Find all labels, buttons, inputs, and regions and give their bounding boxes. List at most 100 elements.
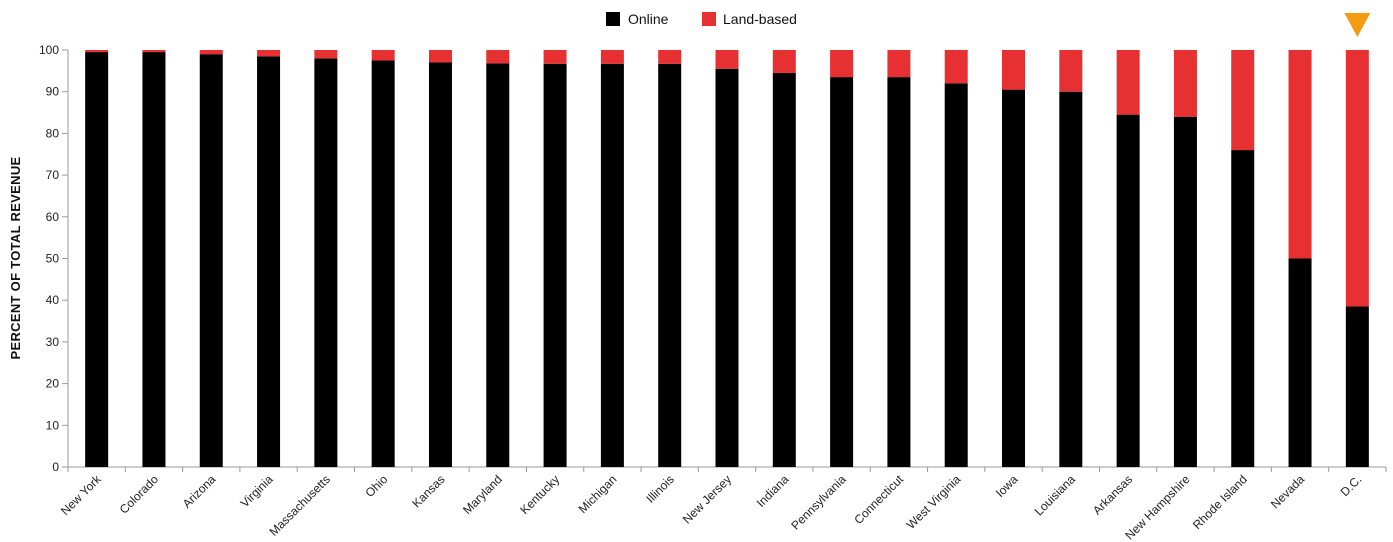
annotations xyxy=(1344,13,1371,37)
y-axis: 0 10 20 30 40 50 60 70 80 90 100 xyxy=(39,43,69,474)
y-axis-label: PERCENT OF TOTAL REVENUE xyxy=(8,157,23,360)
y-tick-label: 100 xyxy=(39,43,59,57)
bar-online xyxy=(944,83,968,468)
x-tick-label: New Jersey xyxy=(680,472,734,526)
y-tick-label: 10 xyxy=(46,418,60,432)
x-tick-label: Virginia xyxy=(238,472,276,510)
x-tick-label: Ohio xyxy=(362,472,390,500)
bar-stack xyxy=(830,50,854,467)
bar-land-based xyxy=(1345,50,1369,307)
bar-stack xyxy=(142,50,166,468)
bar-online xyxy=(1173,116,1197,467)
bar-land-based xyxy=(1059,50,1083,92)
bar-stack xyxy=(1059,50,1083,467)
bar-stack xyxy=(1345,50,1369,467)
bar-stack xyxy=(944,50,968,468)
bar-land-based xyxy=(1116,50,1140,115)
bar-land-based xyxy=(314,50,338,59)
bar-online xyxy=(1002,89,1026,468)
bar-stack xyxy=(314,50,338,468)
bar-stack xyxy=(428,50,452,467)
bar-land-based xyxy=(600,50,624,64)
bar-land-based xyxy=(1231,50,1255,151)
y-tick-label: 30 xyxy=(46,335,60,349)
x-tick-label: Connecticut xyxy=(851,472,906,527)
bar-land-based xyxy=(85,50,109,53)
bar-online xyxy=(887,77,911,467)
bar-online xyxy=(1231,150,1255,467)
bar-stack xyxy=(257,50,281,467)
bar-stack xyxy=(658,50,682,468)
x-tick-label: Nevada xyxy=(1268,472,1307,511)
bar-land-based xyxy=(715,50,739,69)
bar-online xyxy=(257,56,281,467)
x-tick-label: Pennsylvania xyxy=(788,472,849,533)
bar-online xyxy=(830,77,854,467)
x-tick-label: D.C. xyxy=(1338,472,1365,499)
bar-stack xyxy=(85,50,109,468)
bar-land-based xyxy=(1173,50,1197,117)
y-tick-label: 20 xyxy=(46,377,60,391)
y-tick-label: 80 xyxy=(46,126,60,140)
y-tick-label: 70 xyxy=(46,168,60,182)
bar-land-based xyxy=(1288,50,1312,259)
highlight-marker-icon xyxy=(1344,13,1371,37)
bar-land-based xyxy=(887,50,911,78)
y-tick-label: 60 xyxy=(46,210,60,224)
x-tick-label: Louisiana xyxy=(1032,472,1078,518)
legend-swatch-land-based xyxy=(702,12,716,26)
bar-land-based xyxy=(658,50,682,64)
bar-online xyxy=(371,60,395,468)
bar-online xyxy=(543,63,567,468)
bar-land-based xyxy=(830,50,854,78)
bar-online xyxy=(486,63,510,468)
x-tick-label: Indiana xyxy=(754,472,792,510)
bar-online xyxy=(85,52,109,468)
x-tick-label: Michigan xyxy=(576,472,620,516)
bar-land-based xyxy=(772,50,796,73)
bar-online xyxy=(715,68,739,467)
bar-online xyxy=(142,52,166,468)
bar-stack xyxy=(1288,50,1312,467)
bar-online xyxy=(772,72,796,467)
bar-online xyxy=(428,62,452,467)
bar-online xyxy=(658,63,682,468)
bar-stack xyxy=(887,50,911,467)
bar-land-based xyxy=(142,50,166,53)
x-axis: New York Colorado Arizona VirginiaMassachus… xyxy=(58,466,1387,542)
bars xyxy=(85,50,1369,468)
bar-stack xyxy=(543,50,567,468)
bar-land-based xyxy=(1002,50,1026,90)
bar-online xyxy=(600,63,624,468)
bar-land-based xyxy=(944,50,968,84)
legend-label-online: Online xyxy=(628,11,669,27)
x-tick-label: Maryland xyxy=(460,472,505,517)
x-tick-label: Rhode Island xyxy=(1190,472,1250,532)
x-tick-label: Colorado xyxy=(117,472,162,517)
x-tick-label: Arkansas xyxy=(1090,472,1135,517)
bar-stack xyxy=(1173,50,1197,467)
bar-stack xyxy=(1002,50,1026,468)
bar-stack xyxy=(715,50,739,467)
x-tick-label: Illinois xyxy=(643,472,676,505)
bar-stack xyxy=(600,50,624,468)
bar-stack xyxy=(486,50,510,468)
bar-stack xyxy=(772,50,796,467)
bar-stack xyxy=(371,50,395,468)
bar-land-based xyxy=(257,50,281,57)
x-tick-label: Arizona xyxy=(180,472,219,511)
legend-label-land-based: Land-based xyxy=(723,11,797,27)
y-tick-label: 90 xyxy=(46,85,60,99)
bar-online xyxy=(199,54,223,468)
legend-swatch-online xyxy=(606,12,620,26)
bar-online xyxy=(1059,91,1083,467)
bar-online xyxy=(1116,114,1140,467)
bar-land-based xyxy=(486,50,510,64)
x-tick-label: Massachusetts xyxy=(266,472,333,539)
bar-online xyxy=(314,58,338,468)
bar-land-based xyxy=(428,50,452,63)
y-tick-label: 50 xyxy=(46,252,60,266)
legend: Online Land-based xyxy=(606,11,797,27)
bar-online xyxy=(1345,306,1369,467)
